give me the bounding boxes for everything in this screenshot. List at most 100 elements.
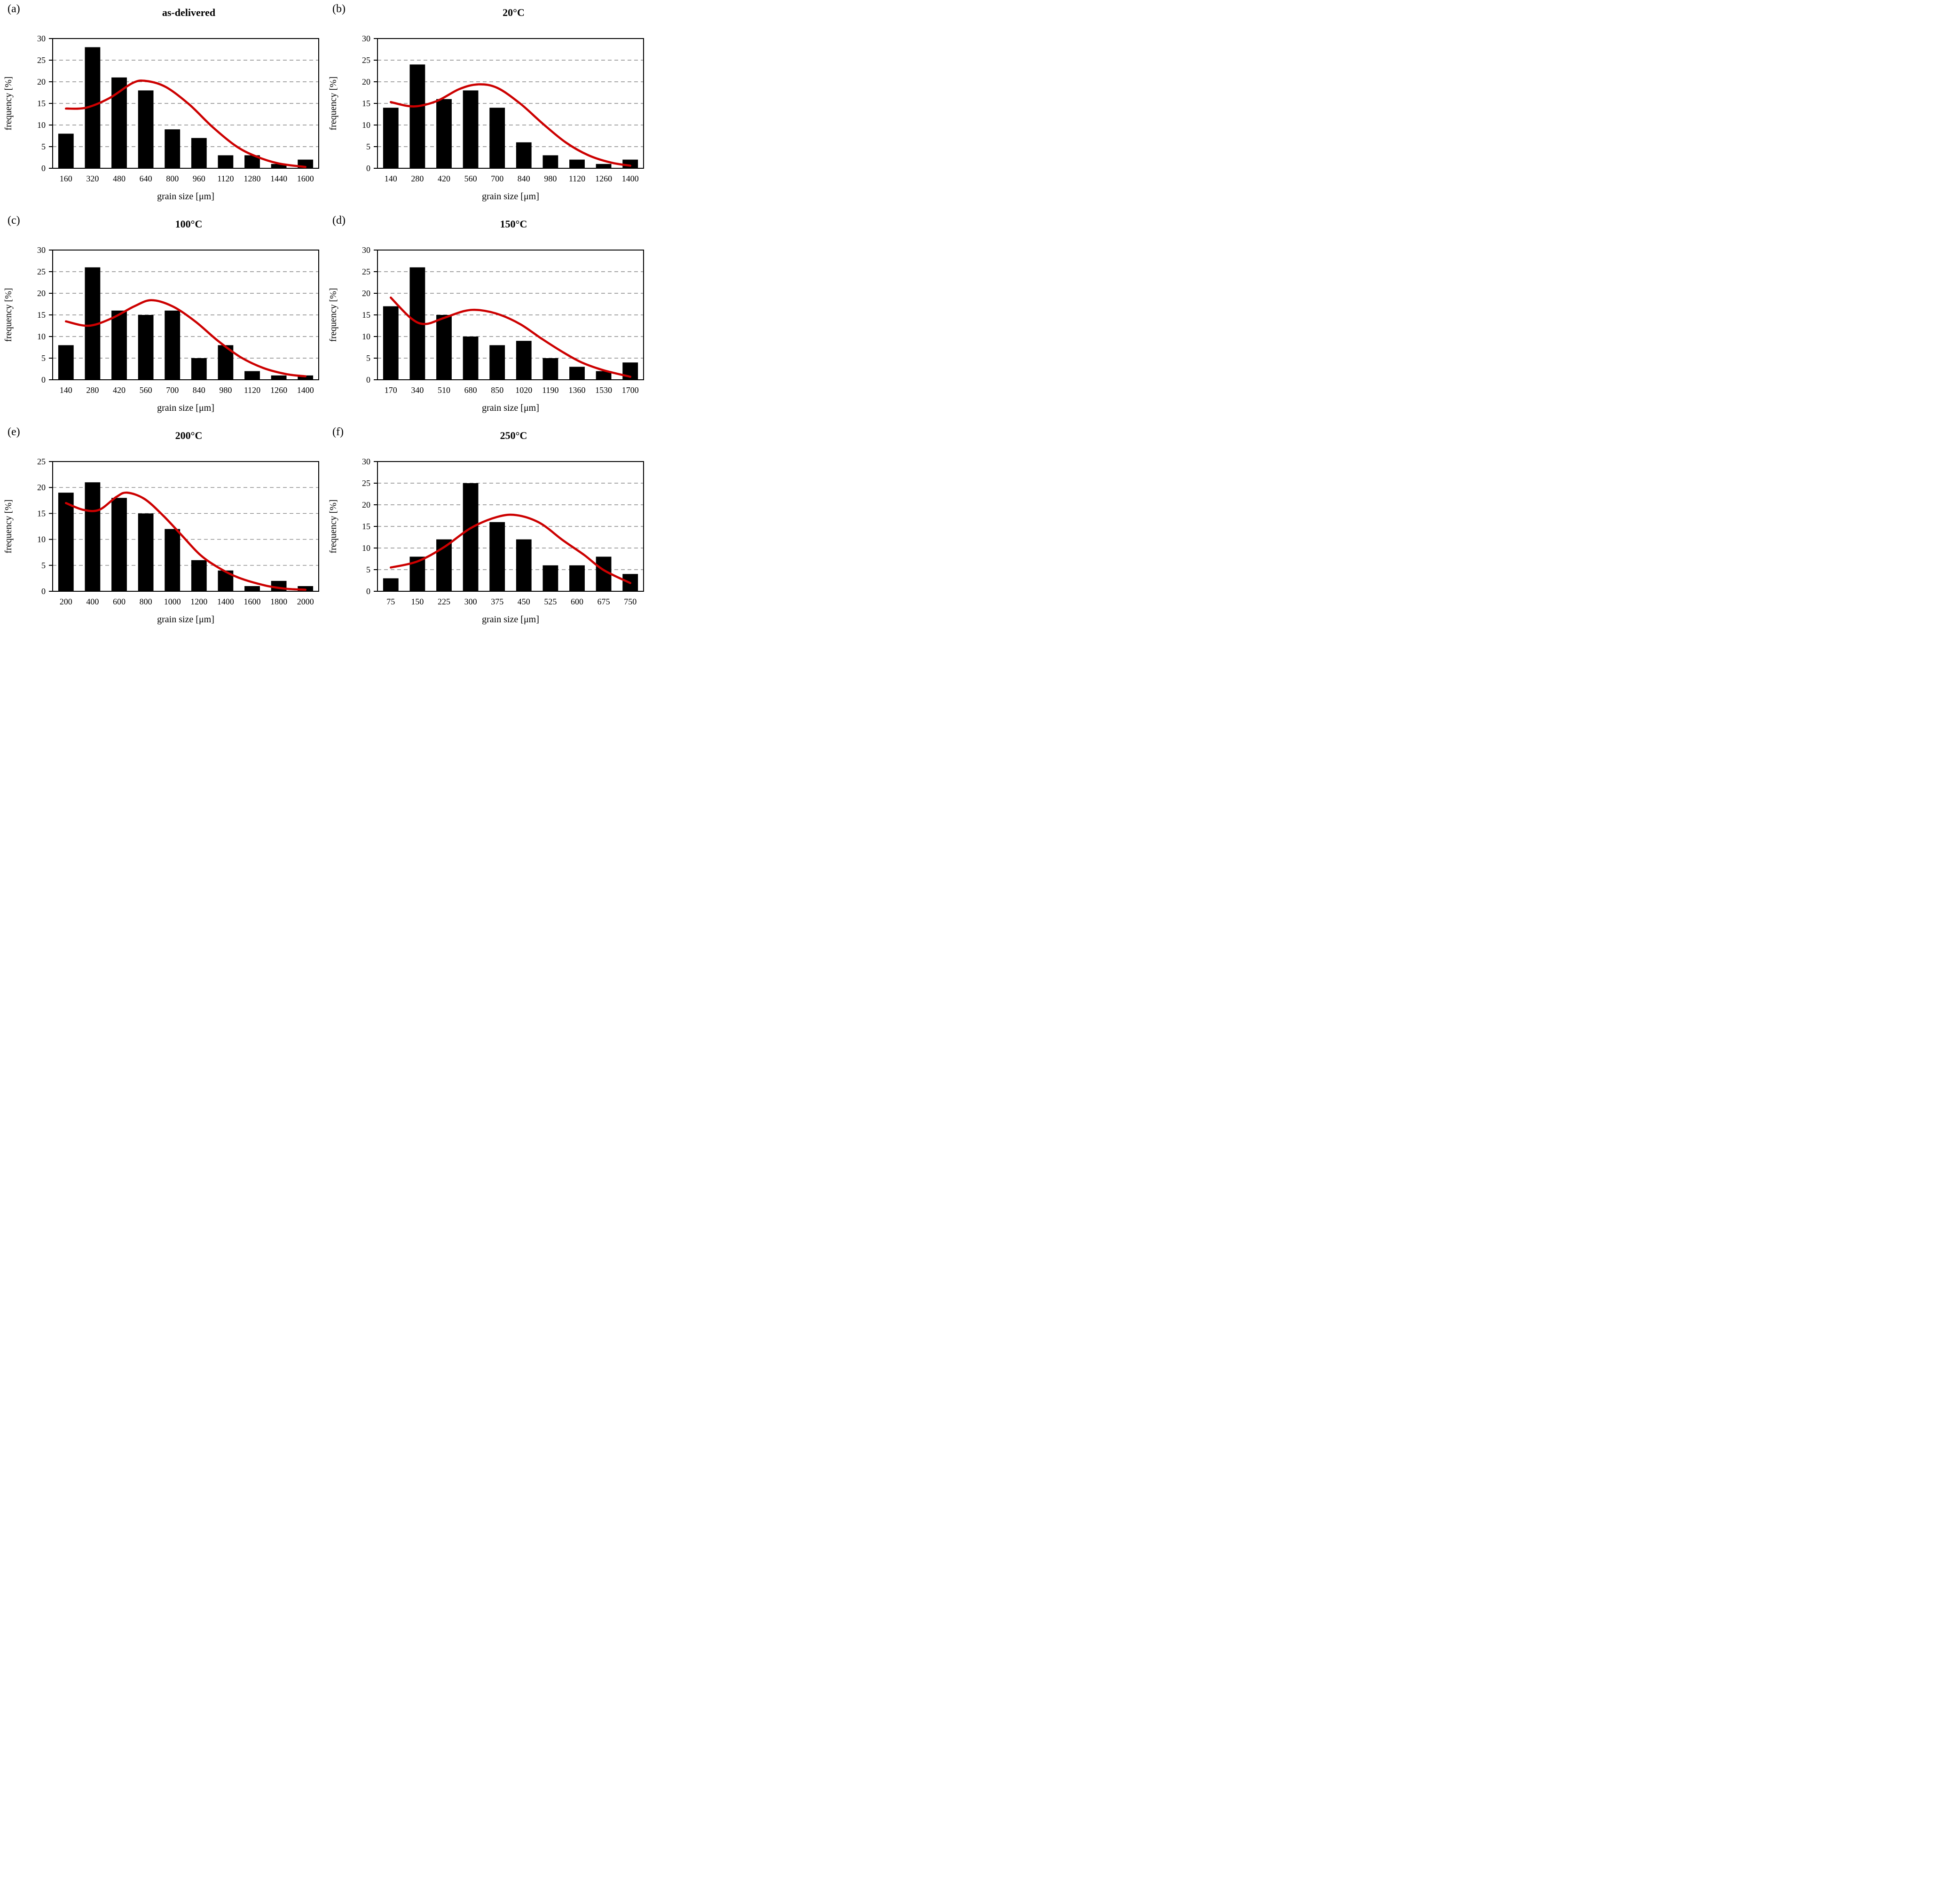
bar <box>383 306 399 380</box>
y-tick-label: 10 <box>37 332 46 341</box>
y-tick-label: 15 <box>37 99 46 108</box>
chart-c-histogram: 0 5 10 15 20 25 30 140 280 420 560 700 840 980 1120 126… <box>3 245 319 413</box>
y-axis-label: frequency [%] <box>3 500 14 554</box>
panel-a: (a) as-delivered 0 5 10 15 20 25 30 160 320 480 64… <box>0 0 325 212</box>
bar <box>218 155 234 168</box>
x-tick-label: 750 <box>624 597 637 606</box>
bar <box>542 155 558 168</box>
y-tick-label: 20 <box>37 77 46 86</box>
panel-e: (e) 200°C 0 5 10 15 20 25 200 400 600 800 1000 1200… <box>0 423 325 635</box>
x-tick-label: 1800 <box>270 597 287 606</box>
bar <box>596 371 612 380</box>
bar <box>489 108 505 168</box>
bar <box>138 90 154 168</box>
y-tick-label: 5 <box>41 561 46 570</box>
chart-title-b: 20°C <box>503 7 525 18</box>
bar <box>58 345 74 380</box>
x-tick-label: 850 <box>491 385 503 395</box>
bar <box>436 99 452 168</box>
panel-label-f: (f) <box>332 426 344 438</box>
panel-label-b: (b) <box>332 3 346 15</box>
x-tick-label: 1600 <box>297 174 314 183</box>
x-tick-label: 640 <box>140 174 152 183</box>
y-tick-label: 5 <box>366 565 370 574</box>
y-tick-label: 15 <box>362 522 370 531</box>
y-tick-label: 20 <box>37 483 46 492</box>
x-tick-label: 75 <box>386 597 395 606</box>
bar <box>111 498 127 591</box>
fit-curve <box>390 83 631 167</box>
x-tick-label: 150 <box>411 597 424 606</box>
x-tick-label: 700 <box>166 385 179 395</box>
bar <box>516 341 532 380</box>
fit-curve <box>65 79 306 168</box>
bar <box>58 133 74 168</box>
bar <box>85 482 101 591</box>
panel-label-c: (c) <box>8 214 20 227</box>
y-tick-label: 10 <box>362 543 370 553</box>
y-tick-label: 25 <box>37 267 46 276</box>
bar <box>516 539 532 591</box>
x-tick-label: 1260 <box>270 385 287 395</box>
x-tick-label: 1020 <box>515 385 532 395</box>
panel-label-a: (a) <box>8 3 20 15</box>
panel-b: (b) 20°C 0 5 10 15 20 25 30 140 280 420 560 700 840 9… <box>325 0 650 212</box>
bar <box>383 578 399 591</box>
y-tick-label: 5 <box>41 353 46 363</box>
x-axis-label: grain size [μm] <box>157 614 214 625</box>
x-tick-label: 340 <box>411 385 424 395</box>
fit-curve <box>390 513 631 584</box>
x-tick-label: 420 <box>438 174 450 183</box>
bar <box>409 64 425 168</box>
chart-title-d: 150°C <box>500 218 527 230</box>
bar <box>298 375 314 380</box>
x-tick-label: 1400 <box>297 385 314 395</box>
bar <box>516 142 532 168</box>
x-tick-label: 560 <box>140 385 152 395</box>
chart-title-f: 250°C <box>500 430 527 441</box>
fit-curve <box>65 299 306 377</box>
chart-title-c: 100°C <box>175 218 203 230</box>
y-axis-label: frequency [%] <box>328 500 338 554</box>
x-tick-label: 800 <box>140 597 152 606</box>
x-tick-label: 1700 <box>622 385 639 395</box>
x-axis-label: grain size [μm] <box>482 614 539 625</box>
y-tick-label: 20 <box>362 289 370 298</box>
y-tick-label: 5 <box>366 353 370 363</box>
x-tick-label: 1400 <box>217 597 234 606</box>
y-axis-label: frequency [%] <box>328 288 338 342</box>
fit-curve <box>65 491 306 591</box>
chart-a-histogram: 0 5 10 15 20 25 30 160 320 480 640 800 960 1120 1280 14… <box>3 34 319 202</box>
bar <box>542 565 558 591</box>
y-tick-label: 20 <box>362 77 370 86</box>
figure-grid: (a) as-delivered 0 5 10 15 20 25 30 160 320 480 64… <box>0 0 650 635</box>
bar <box>191 138 207 168</box>
fit-curve <box>390 296 631 378</box>
bar <box>463 483 479 591</box>
bar <box>463 90 479 168</box>
x-tick-label: 1200 <box>190 597 207 606</box>
x-tick-label: 450 <box>518 597 530 606</box>
bar <box>191 560 207 591</box>
y-tick-label: 10 <box>362 120 370 130</box>
x-tick-label: 600 <box>113 597 126 606</box>
x-tick-label: 840 <box>518 174 530 183</box>
chart-title-a: as-delivered <box>162 7 216 18</box>
x-tick-label: 525 <box>544 597 557 606</box>
x-axis-label: grain size [μm] <box>482 403 539 413</box>
x-tick-label: 1190 <box>542 385 558 395</box>
x-tick-label: 1530 <box>595 385 612 395</box>
bar <box>244 586 260 591</box>
x-axis-label: grain size [μm] <box>157 191 214 202</box>
x-tick-label: 680 <box>464 385 477 395</box>
bar <box>191 358 207 380</box>
x-tick-label: 700 <box>491 174 503 183</box>
bar <box>383 108 399 168</box>
bar <box>165 310 181 380</box>
x-tick-label: 160 <box>60 174 72 183</box>
y-tick-label: 0 <box>41 164 46 173</box>
x-axis-label: grain size [μm] <box>157 403 214 413</box>
bar <box>271 164 287 168</box>
y-tick-label: 0 <box>41 587 46 596</box>
